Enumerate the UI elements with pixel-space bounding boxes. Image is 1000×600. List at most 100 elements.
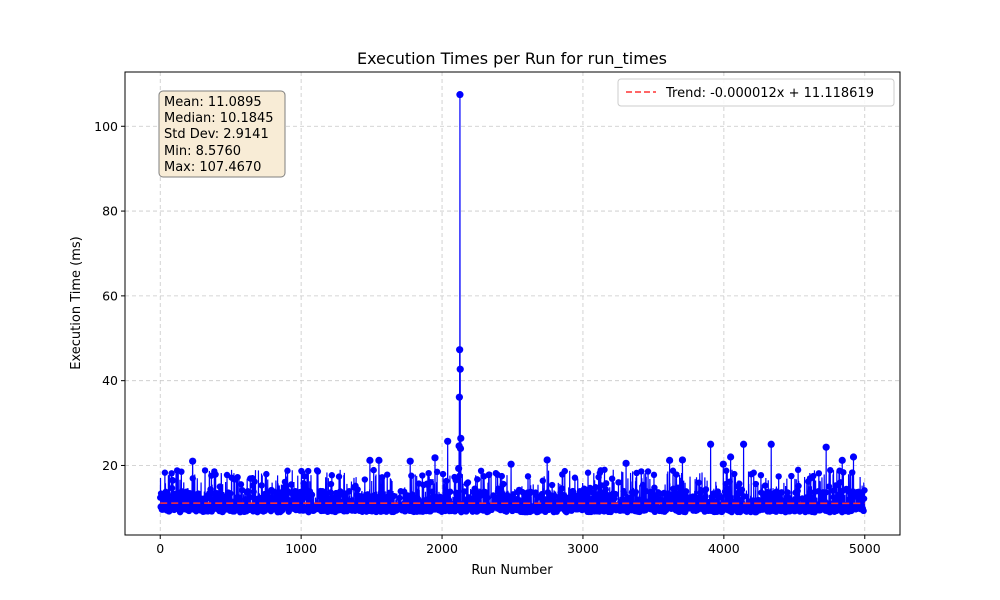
data-point <box>808 494 815 501</box>
x-axis-label: Run Number <box>471 563 553 578</box>
y-tick-label: 40 <box>102 373 118 388</box>
data-point <box>500 492 508 499</box>
data-point <box>288 481 295 488</box>
data-point <box>227 490 234 497</box>
data-point <box>335 473 343 480</box>
data-point <box>162 488 169 496</box>
data-point <box>168 484 176 492</box>
data-point <box>214 491 222 498</box>
chart-title: Execution Times per Run for run_times <box>357 49 667 69</box>
data-point <box>674 484 682 491</box>
peak-point <box>719 460 727 468</box>
data-point <box>456 472 463 479</box>
data-point <box>558 485 566 492</box>
data-point <box>761 482 769 489</box>
data-point <box>825 483 833 490</box>
data-point <box>433 468 441 476</box>
data-point <box>740 493 748 500</box>
data-point <box>673 471 680 478</box>
data-point <box>453 489 461 497</box>
data-point <box>419 472 426 479</box>
peak-point <box>456 346 464 354</box>
peak-point <box>457 434 465 442</box>
data-point <box>251 478 258 485</box>
x-tick-label: 0 <box>156 541 164 556</box>
y-tick-label: 80 <box>102 204 118 219</box>
data-point <box>301 473 308 480</box>
series-markers <box>157 91 868 516</box>
peak-point <box>455 464 463 473</box>
data-point <box>830 487 837 495</box>
data-point <box>246 494 254 501</box>
data-point <box>860 495 868 502</box>
peak-point <box>767 440 775 448</box>
data-point <box>733 493 740 501</box>
data-point <box>620 489 628 497</box>
data-point <box>534 494 541 501</box>
data-point <box>794 466 802 474</box>
data-point <box>372 493 379 500</box>
data-point <box>815 470 823 477</box>
stats-min: Min: 8.5760 <box>164 144 241 159</box>
data-point <box>427 478 434 486</box>
data-point <box>602 486 609 493</box>
run-times-series <box>157 91 868 516</box>
data-point <box>175 499 182 506</box>
peak-point <box>375 456 383 464</box>
data-point <box>539 477 546 484</box>
peak-point <box>366 456 374 464</box>
data-point <box>738 486 746 493</box>
data-point <box>671 489 679 497</box>
data-point <box>584 469 592 476</box>
x-axis-ticks: 0 1000 2000 3000 4000 5000 <box>156 535 881 556</box>
data-point <box>485 471 493 478</box>
data-point <box>178 468 185 475</box>
data-point <box>378 474 386 481</box>
data-point <box>717 494 725 501</box>
data-point <box>161 469 169 476</box>
y-axis-label: Execution Time (ms) <box>69 236 84 369</box>
data-point <box>327 489 334 496</box>
legend-trend-label: Trend: -0.000012x + 11.118619 <box>665 86 874 101</box>
peak-point <box>189 457 197 465</box>
data-point <box>723 467 730 474</box>
y-axis-ticks: 20 40 60 80 100 <box>94 119 125 473</box>
data-point <box>702 486 710 493</box>
peak-point <box>456 444 465 453</box>
data-point <box>726 478 733 485</box>
data-point <box>778 489 785 496</box>
stats-mean: Mean: 11.0895 <box>164 95 262 110</box>
data-point <box>524 473 532 480</box>
peak-point <box>543 456 551 464</box>
data-point <box>582 492 590 500</box>
data-point <box>484 494 491 501</box>
peak-point <box>455 393 463 401</box>
data-point <box>250 488 257 495</box>
data-point <box>497 487 505 495</box>
data-point <box>639 481 647 489</box>
stats-box-background <box>158 90 286 178</box>
data-point <box>731 470 738 478</box>
data-point <box>216 483 224 490</box>
x-tick-label: 4000 <box>708 541 740 556</box>
data-point <box>822 489 830 496</box>
data-point <box>408 491 416 498</box>
data-point <box>464 479 472 486</box>
data-point <box>354 486 361 493</box>
data-point <box>601 466 608 473</box>
data-point <box>860 507 867 515</box>
peak-point <box>707 440 715 448</box>
data-point <box>627 494 634 501</box>
x-tick-label: 2000 <box>426 541 458 556</box>
plot-frame <box>124 71 901 536</box>
data-point <box>429 488 436 495</box>
data-point <box>164 493 171 500</box>
data-point <box>447 488 454 495</box>
data-point <box>474 476 481 483</box>
data-point <box>390 492 398 500</box>
data-point <box>425 469 432 477</box>
data-point <box>638 468 645 475</box>
stats-box: Mean: 11.0895 Median: 10.1845 Std Dev: 2… <box>158 90 286 178</box>
data-point <box>308 491 316 498</box>
data-point <box>846 487 853 495</box>
